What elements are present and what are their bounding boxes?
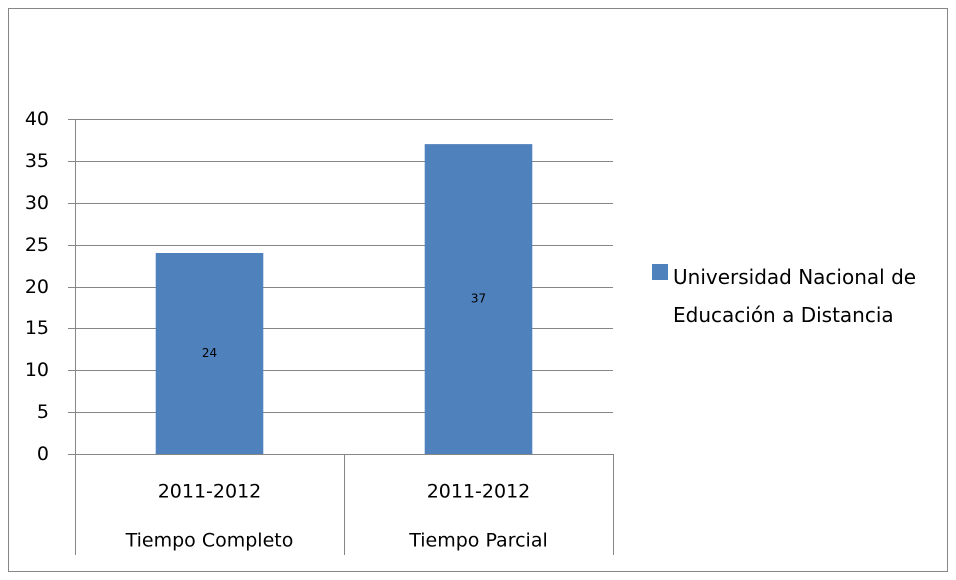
y-tick-label: 30 [25,192,49,214]
bar [155,253,264,454]
legend-swatch [652,264,668,280]
y-tick-label: 40 [25,108,49,130]
data-label: 24 [202,346,217,360]
y-tick-label: 25 [25,234,49,256]
y-tick-label: 35 [25,150,49,172]
y-tick-label: 10 [25,359,49,381]
x-tick-label: 2011-2012 [158,481,262,503]
y-tick-label: 5 [37,401,49,423]
legend-label: Universidad Nacional de Educación a Dist… [673,265,917,327]
y-tick-label: 20 [25,276,49,298]
y-tick-label: 0 [37,443,49,465]
x-group-label: Tiempo Parcial [408,530,548,552]
bar [424,144,533,454]
y-tick-label: 15 [25,317,49,339]
x-tick-label: 2011-2012 [427,481,531,503]
x-group-label: Tiempo Completo [125,530,294,552]
data-label: 37 [471,292,486,306]
